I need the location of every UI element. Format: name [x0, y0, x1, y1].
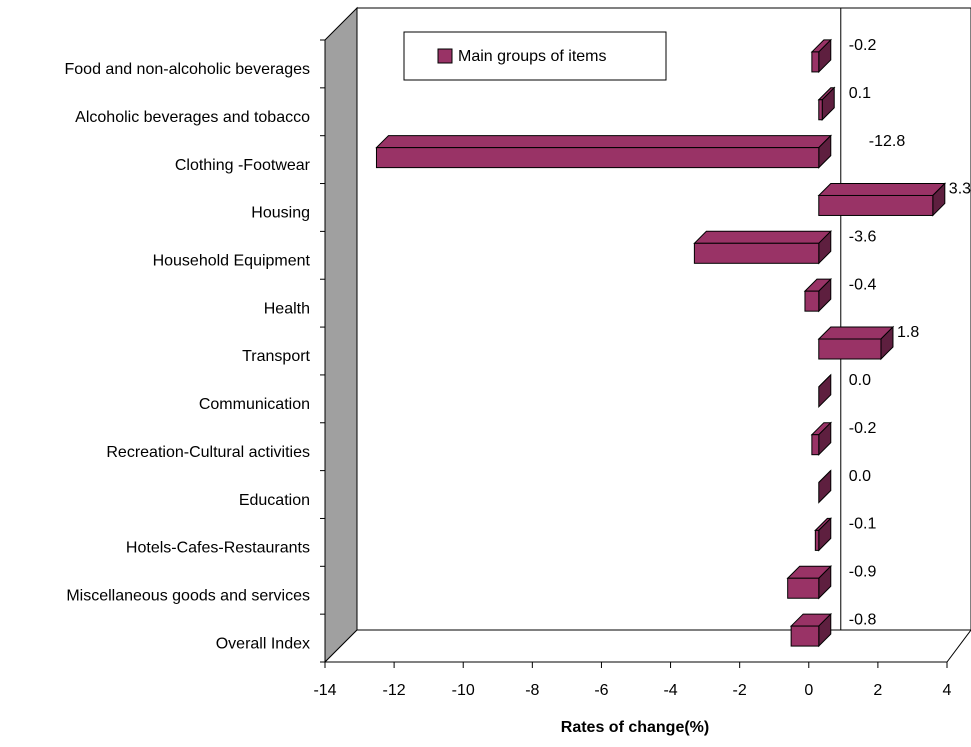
side-wall [324, 6, 358, 664]
bar [818, 373, 832, 409]
x-tick-label: -10 [452, 682, 475, 699]
x-tick-label: -8 [525, 682, 539, 699]
bar-front [693, 242, 820, 264]
legend-label: Main groups of items [458, 48, 607, 65]
value-label: -0.1 [849, 516, 877, 533]
value-label: 0.1 [849, 85, 871, 102]
bar [814, 517, 832, 552]
value-label: 3.3 [949, 181, 971, 198]
back-wall [356, 7, 971, 631]
bar-front [814, 529, 820, 551]
bar-front [804, 290, 820, 312]
y-tick-label: Hotels-Cafes-Restaurants [126, 540, 310, 557]
value-label: 0.0 [849, 468, 871, 485]
bar-front [375, 147, 820, 169]
legend-swatch [437, 48, 453, 64]
x-tick-label: -6 [594, 682, 608, 699]
x-axis-title: Rates of change(%) [561, 719, 709, 736]
y-tick-label: Recreation-Cultural activities [106, 444, 310, 461]
x-tick-label: 4 [943, 682, 952, 699]
bar-front [818, 338, 882, 360]
bar [375, 134, 832, 169]
x-tick-label: -4 [663, 682, 677, 699]
bar-top [817, 326, 895, 340]
y-tick-label: Health [264, 300, 310, 317]
bar-front [787, 577, 820, 599]
bar [817, 86, 836, 121]
bar-front [811, 434, 820, 456]
bar [786, 565, 832, 600]
value-label: -0.9 [849, 563, 877, 580]
value-label: -3.6 [849, 229, 877, 246]
value-label: 1.8 [897, 324, 919, 341]
bar-front [818, 194, 934, 216]
floor [323, 629, 971, 663]
bar-top [375, 135, 832, 149]
x-tick-label: 0 [804, 682, 813, 699]
bar [817, 325, 895, 361]
value-label: -12.8 [869, 133, 906, 150]
bar-top [817, 182, 947, 196]
y-tick-label: Education [239, 492, 310, 509]
y-tick-label: Overall Index [216, 635, 310, 652]
bar-front [790, 625, 820, 647]
legend: Main groups of items [403, 31, 667, 81]
x-tick-label: -14 [313, 682, 336, 699]
bar-top [693, 230, 832, 244]
x-tick-label: -2 [733, 682, 747, 699]
y-tick-label: Miscellaneous goods and services [66, 587, 310, 604]
y-tick-label: Household Equipment [153, 253, 311, 270]
bar [810, 421, 832, 456]
y-tick-label: Clothing -Footwear [175, 157, 311, 174]
y-tick-label: Housing [251, 205, 310, 222]
bar-side [818, 469, 832, 504]
value-label: -0.8 [849, 611, 877, 628]
value-label: 0.0 [849, 372, 871, 389]
value-label: -0.2 [849, 420, 877, 437]
bar [810, 38, 832, 74]
x-tick-label: -12 [383, 682, 406, 699]
bar [789, 612, 832, 648]
y-tick-label: Food and non-alcoholic beverages [65, 61, 311, 78]
y-tick-label: Alcoholic beverages and tobacco [75, 109, 310, 126]
x-tick-label: 2 [873, 682, 882, 699]
bar [818, 469, 832, 504]
value-label: -0.2 [849, 37, 877, 54]
y-tick-label: Transport [242, 348, 310, 365]
y-tick-label: Communication [199, 396, 310, 413]
bar-side [818, 373, 832, 409]
bar-front [818, 99, 823, 121]
bar-front [811, 51, 820, 73]
bar [817, 182, 947, 217]
bar [693, 230, 832, 265]
bar [803, 277, 832, 313]
value-label: -0.4 [849, 276, 877, 293]
